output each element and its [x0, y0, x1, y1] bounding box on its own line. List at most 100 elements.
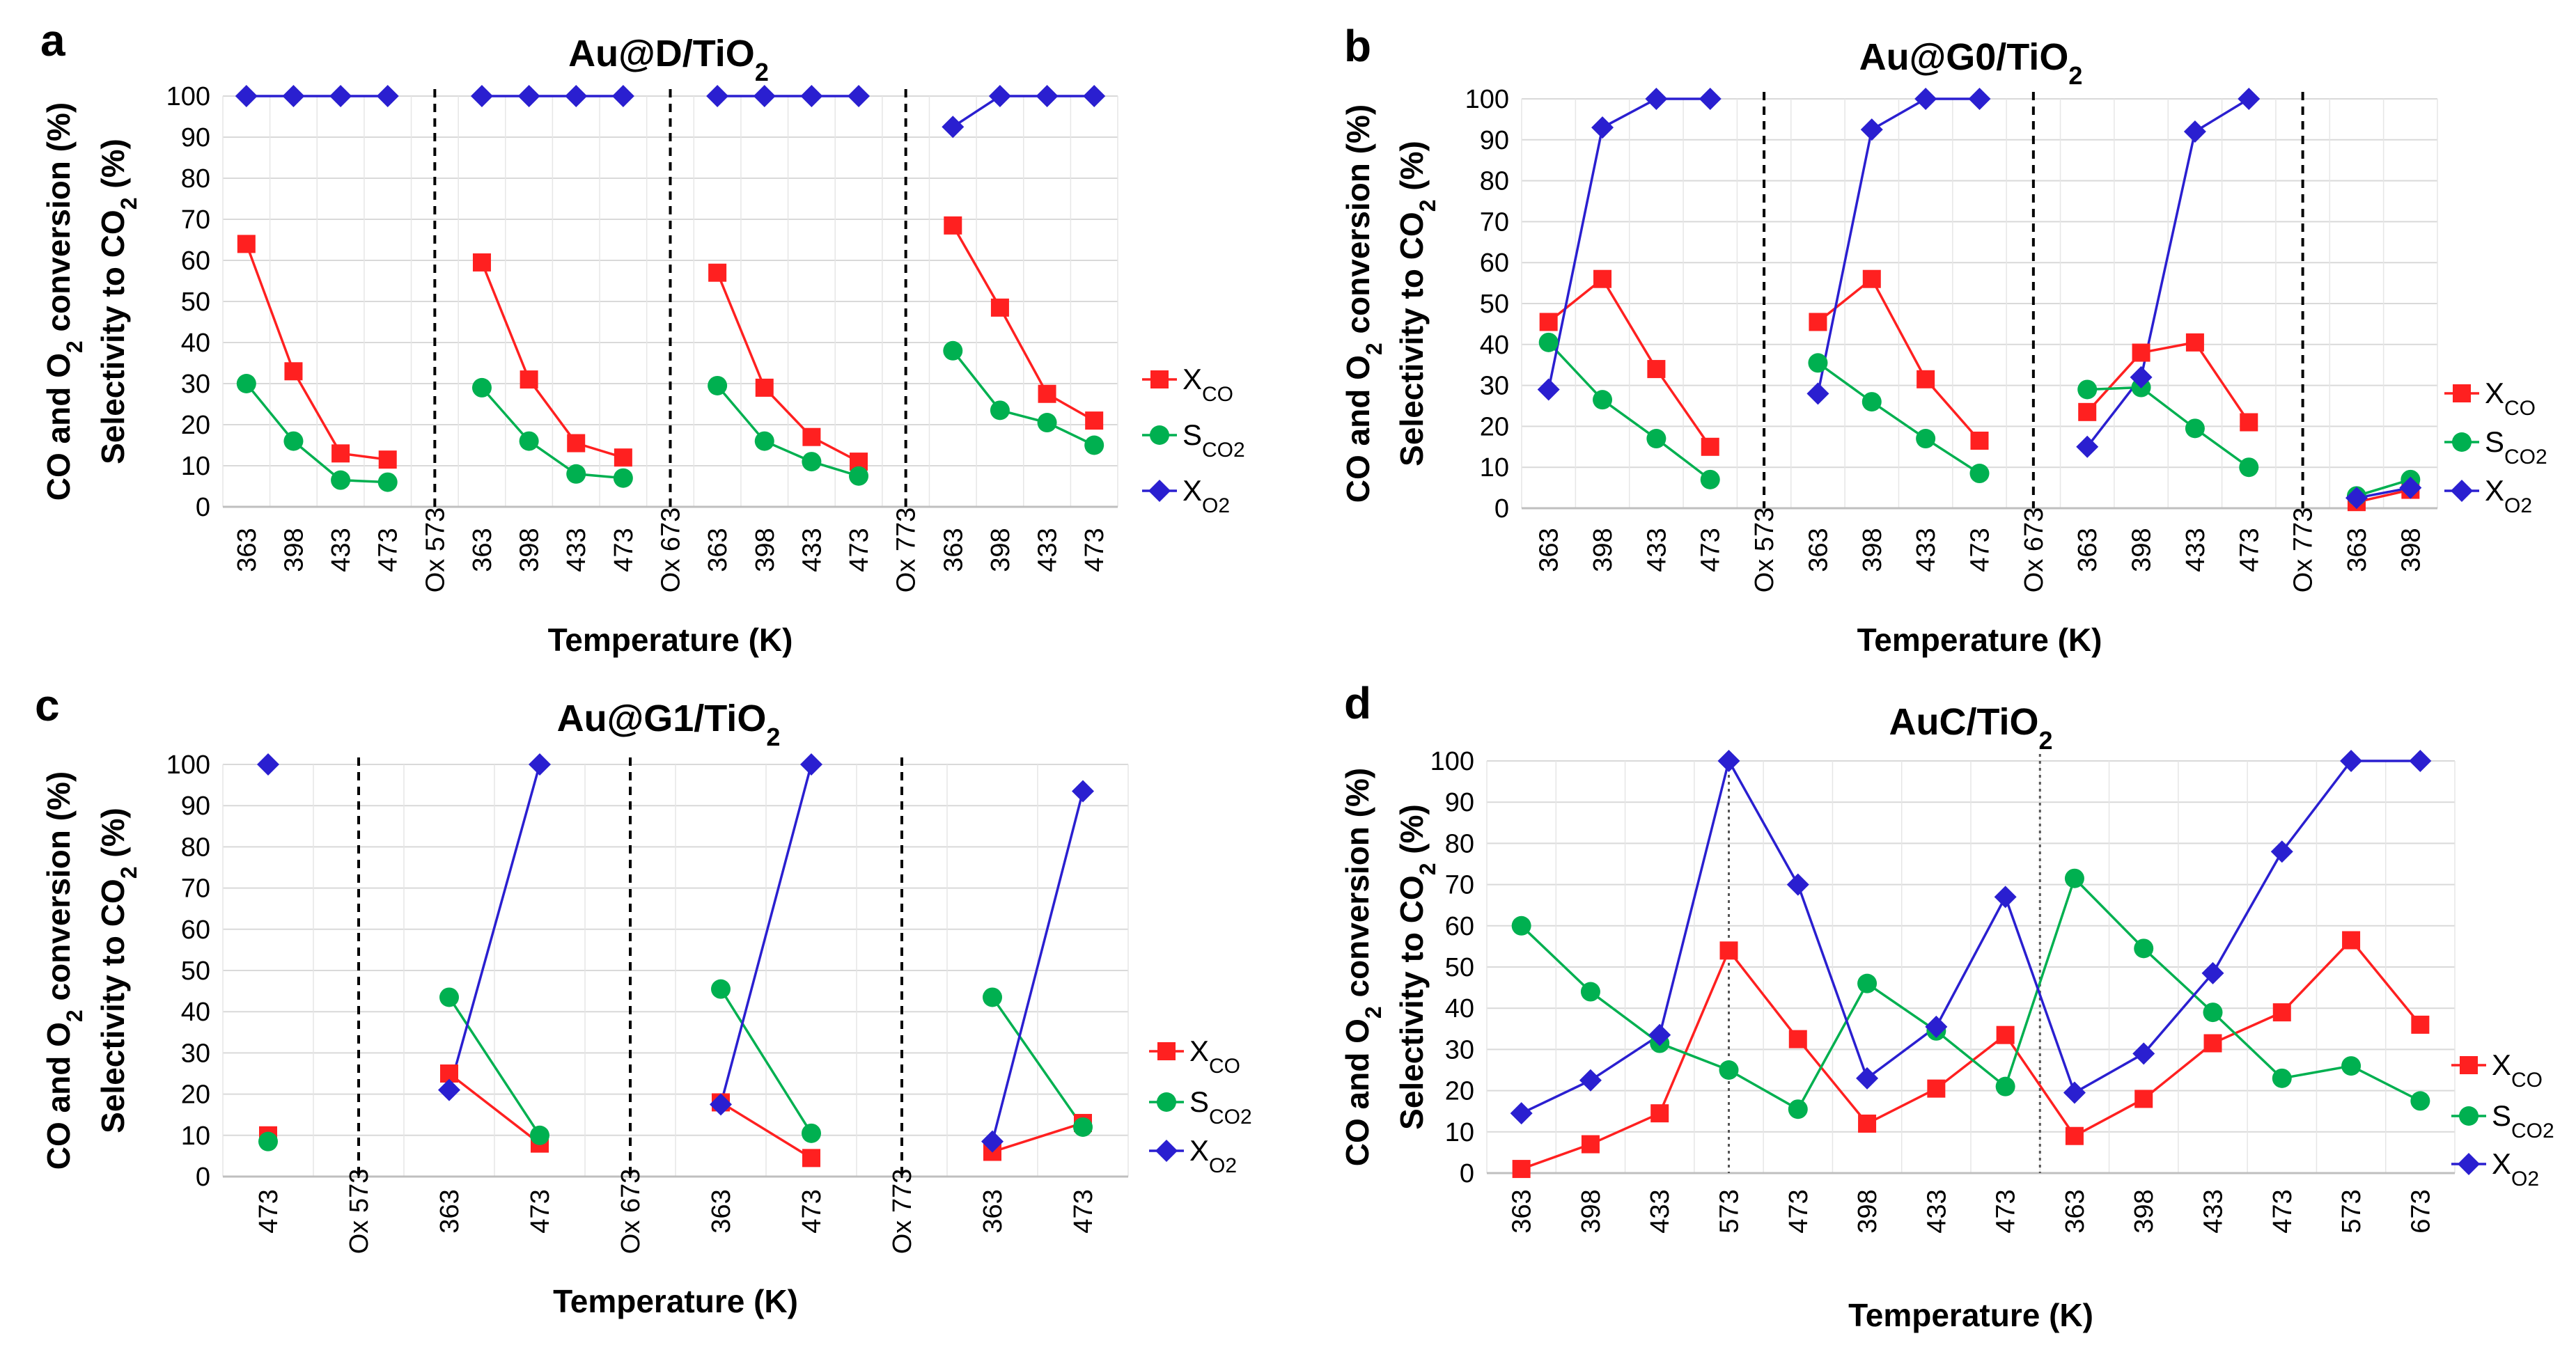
xtick-label-d-9: 398	[2130, 1189, 2159, 1233]
point-sco2-a-2-1	[754, 431, 774, 451]
xtick-label-d-2: 433	[1646, 1189, 1675, 1233]
point-xco-b-1-1	[1862, 269, 1881, 288]
ytick-label-d-8: 80	[1445, 829, 1474, 858]
point-sco2-d-0-4	[1788, 1099, 1808, 1119]
point-sco2-a-2-3	[849, 466, 869, 486]
ytick-label-a-9: 90	[181, 123, 210, 152]
point-xo2-d-0-1	[1579, 1069, 1602, 1092]
legend-label-sub-sco2-d: CO2	[2511, 1119, 2554, 1142]
point-xo2-c-2-1	[800, 753, 822, 776]
point-xco-a-0-0	[237, 235, 256, 253]
xtick-label-a-0: 363	[233, 528, 262, 572]
y-axis-label-2-a: Selectivity to CO2 (%)	[95, 139, 141, 464]
series-line-xco-a-2	[716, 272, 859, 463]
xtick-label-b-13: 473	[2235, 528, 2264, 572]
legend-label-main-xco-d: X	[2492, 1048, 2511, 1081]
chart-title-c: Au@G1/TiO2	[557, 698, 781, 751]
chart-title-main-a: Au@D/TiO	[568, 33, 755, 74]
xtick-label-b-7: 433	[1912, 528, 1941, 572]
point-sco2-c-2-1	[802, 1123, 821, 1143]
y-axis-label-part-1-1-a: conversion (%)	[40, 102, 77, 341]
chart-panel-c: 0 10 20 30 40 50 60 70 80 90 100 473 Ox 573 363 473 Ox …	[35, 680, 1252, 1319]
y-axis-label-sub-2-0-d: 2	[1415, 863, 1440, 875]
ytick-label-d-6: 60	[1445, 912, 1474, 941]
point-sco2-a-0-1	[283, 431, 304, 451]
point-xo2-b-3-0	[2345, 487, 2368, 510]
point-xco-b-2-0	[2078, 402, 2097, 421]
chart-panel-d: 0 10 20 30 40 50 60 70 80 90 100 363 398 433 573 473 398…	[1339, 678, 2554, 1333]
legend-label-xo2-a: XO2	[1182, 474, 1230, 517]
xtick-label-c-2: 363	[435, 1189, 465, 1233]
point-xo2-a-1-2	[565, 85, 588, 107]
point-xo2-a-0-0	[235, 85, 258, 107]
point-xco-a-3-1	[990, 298, 1009, 317]
point-xco-b-0-2	[1647, 360, 1666, 379]
legend-label-xo2-b: XO2	[2485, 474, 2532, 517]
point-xo2-a-3-3	[1083, 85, 1106, 107]
series-line-sco2-d-0	[1520, 876, 2421, 1111]
y-axis-label-sub-2-0-a: 2	[116, 197, 141, 210]
y-axis-label-part-2-0-a: Selectivity to CO	[95, 210, 131, 464]
legend-label-sub-xo2-d: O2	[2511, 1168, 2539, 1190]
legend-label-xo2-d: XO2	[2492, 1147, 2539, 1190]
point-xco-legend-b-0	[2453, 384, 2471, 402]
legend-label-main-xco-b: X	[2485, 377, 2504, 409]
point-sco2-b-2-3	[2239, 457, 2259, 478]
point-xo2-d-0-5	[1856, 1067, 1879, 1090]
legend-label-main-sco2-b: S	[2485, 425, 2504, 458]
point-xo2-d-0-12	[2340, 750, 2363, 772]
xtick-label-b-2: 433	[1642, 528, 1671, 572]
point-xo2-legend-a-2	[1148, 480, 1171, 502]
point-xco-d-0-11	[2272, 1003, 2291, 1022]
point-sco2-b-0-3	[1700, 469, 1720, 489]
point-sco2-b-1-2	[1916, 429, 1936, 449]
point-xco-b-2-1	[2132, 343, 2150, 362]
point-sco2-d-0-9	[2134, 938, 2154, 959]
xtick-label-c-8: 363	[978, 1189, 1008, 1233]
series-line-xo2-b-0	[1547, 97, 1710, 390]
point-xo2-d-0-7	[1994, 886, 2017, 909]
y-axis-label-1-b: CO and O2 conversion (%)	[1340, 104, 1387, 503]
y-axis-label-part-1-0-a: CO and O	[40, 353, 77, 501]
point-xo2-b-2-1	[2130, 365, 2153, 388]
ytick-label-d-9: 90	[1445, 788, 1474, 817]
ytick-label-b-10: 100	[1465, 85, 1509, 114]
point-xco-a-1-1	[520, 370, 538, 389]
point-sco2-a-3-0	[943, 340, 963, 361]
point-sco2-d-0-7	[1995, 1076, 2015, 1096]
xtick-label-b-12: 433	[2181, 528, 2210, 572]
xtick-label-a-6: 398	[515, 528, 545, 572]
ytick-label-b-4: 40	[1480, 331, 1509, 360]
ytick-label-d-1: 10	[1445, 1118, 1474, 1147]
point-sco2-a-0-0	[236, 374, 256, 393]
point-xco-d-0-6	[1927, 1079, 1946, 1098]
y-axis-label-1-d: CO and O2 conversion (%)	[1339, 768, 1386, 1166]
xtick-label-c-1: Ox 573	[345, 1169, 374, 1255]
legend-label-main-sco2-a: S	[1182, 418, 1202, 451]
xtick-label-d-13: 673	[2406, 1189, 2435, 1233]
point-xco-a-2-0	[708, 263, 727, 282]
point-xco-d-0-10	[2203, 1034, 2222, 1053]
x-axis-label-d: Temperature (K)	[1848, 1297, 2093, 1333]
point-xo2-b-0-0	[1537, 378, 1560, 401]
xtick-label-d-7: 473	[1992, 1189, 2021, 1233]
point-sco2-d-0-10	[2203, 1003, 2223, 1023]
point-sco2-b-1-0	[1808, 353, 1828, 373]
series-line-sco2-b-1	[1817, 361, 1981, 475]
point-sco2-c-2-0	[711, 979, 731, 999]
xtick-label-b-1: 398	[1588, 528, 1618, 572]
xtick-label-c-3: 473	[526, 1189, 555, 1233]
point-xo2-a-0-3	[376, 85, 399, 107]
point-xo2-b-1-0	[1806, 382, 1829, 405]
point-sco2-legend-c-1	[1157, 1092, 1176, 1112]
point-xo2-d-0-0	[1510, 1102, 1533, 1125]
y-axis-label-part-2-1-d: (%)	[1394, 804, 1430, 863]
point-xo2-c-2-0	[710, 1093, 732, 1116]
point-xo2-c-3-1	[1072, 780, 1094, 803]
point-xo2-b-1-1	[1860, 118, 1883, 141]
ytick-label-a-1: 10	[181, 452, 210, 481]
point-xo2-b-0-1	[1591, 116, 1614, 139]
chart-title-main-b: Au@G0/TiO	[1859, 36, 2069, 78]
y-axis-label-1-a: CO and O2 conversion (%)	[40, 102, 87, 501]
point-xco-d-0-5	[1858, 1114, 1877, 1133]
